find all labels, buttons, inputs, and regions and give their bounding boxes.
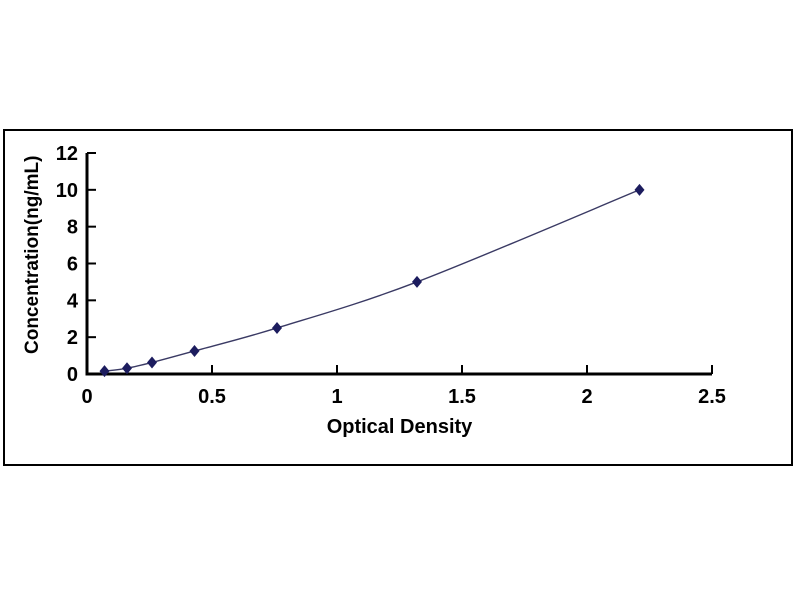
y-tick-label: 2 [67, 327, 78, 349]
x-tick-label: 0 [81, 386, 92, 408]
data-point-marker [99, 365, 110, 378]
data-point-marker [122, 362, 132, 375]
standard-curve-plot: 0 0.5 1 1.5 2 2.5 0 2 4 6 8 10 12 [56, 143, 726, 408]
y-axis-title: Concentration(ng/mL) [22, 155, 43, 355]
x-tick-label: 1 [331, 386, 342, 408]
data-point-marker [272, 321, 282, 334]
x-tick-label: 1.5 [448, 386, 476, 408]
x-tick-label: 0.5 [198, 386, 226, 408]
x-tick-label: 2.5 [698, 386, 726, 408]
data-point-marker [189, 344, 200, 357]
y-tick-label: 4 [67, 290, 79, 312]
y-tick-label: 0 [67, 364, 78, 386]
y-tick-label: 12 [56, 143, 78, 165]
x-tick-label: 2 [581, 386, 592, 408]
chart-frame: 0 0.5 1 1.5 2 2.5 0 2 4 6 8 10 12 Concentration(ng/m… [3, 129, 793, 466]
data-point-marker [147, 356, 157, 369]
data-point-marker [634, 183, 645, 196]
y-tick-label: 10 [56, 180, 78, 202]
standard-curve-line [104, 189, 640, 372]
y-tick-label: 6 [67, 254, 78, 276]
data-point-marker [412, 275, 422, 288]
x-axis-title: Optical Density [326, 416, 473, 438]
y-tick-label: 8 [67, 217, 78, 239]
